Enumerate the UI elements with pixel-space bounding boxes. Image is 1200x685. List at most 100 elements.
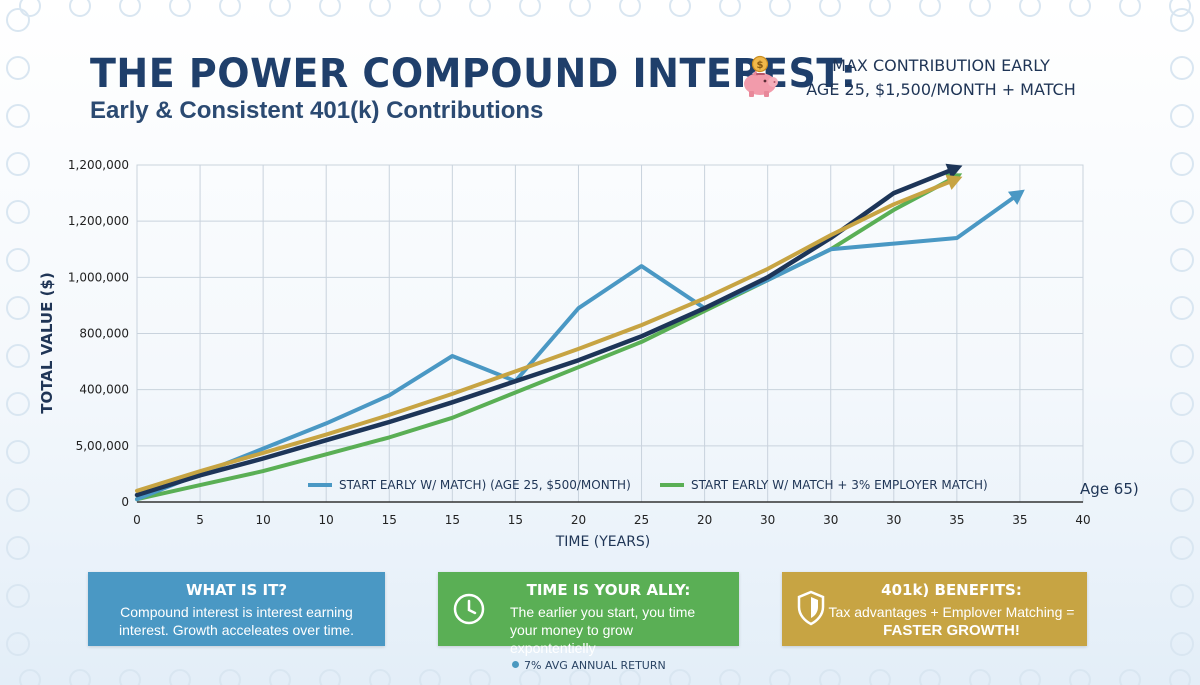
bg-dollar-coin (469, 669, 491, 685)
bg-dollar-coin (69, 669, 91, 685)
series-line-blue-arrowhead (1007, 189, 1025, 205)
x-tick-label: 30 (823, 513, 838, 527)
bg-dollar-coin (1169, 0, 1191, 17)
panel-benefits-body: Tax advantages + Emplover Matching = (828, 604, 1075, 620)
chart-grid (136, 164, 1084, 503)
x-tick-label: 30 (886, 513, 901, 527)
x-axis-label: TIME (YEARS) (555, 534, 651, 550)
bg-dollar-coin (669, 669, 691, 685)
panel-benefits-emphasis: FASTER GROWTH! (883, 622, 1020, 639)
x-tick-label: 5 (196, 513, 204, 527)
callout-line-2: AGE 25, $1,500/MONTH + MATCH (806, 80, 1076, 99)
bg-dollar-coin (519, 0, 541, 17)
series-line-gold-arrowhead (945, 174, 963, 190)
chart-series (134, 163, 1025, 502)
bg-dollar-coin (719, 669, 741, 685)
bg-dollar-coin (1119, 0, 1141, 17)
bg-dollar-coin (819, 0, 841, 17)
bg-dollar-coin (1170, 632, 1194, 656)
panel-what-is-it-body: Compound interest is interest earning in… (119, 604, 354, 638)
x-tick-label: 20 (571, 513, 586, 527)
bg-dollar-coin (169, 0, 191, 17)
y-axis-label: TOTAL VALUE ($) (38, 272, 56, 413)
series-line-blue (135, 191, 1022, 502)
page-subtitle: Early & Consistent 401(k) Contributions (90, 97, 544, 124)
bg-dollar-coin (119, 669, 141, 685)
bg-dollar-coin (19, 0, 41, 17)
bg-dollar-coin (219, 0, 241, 17)
y-tick-label: 1,200,000 (68, 158, 129, 172)
bg-dollar-coin (319, 669, 341, 685)
bg-dollar-coin (369, 669, 391, 685)
series-line-navy-arrowhead (945, 163, 963, 179)
max-contribution-callout: $ MAX CONTRIBUTION EARLY AGE 25, $1,500/… (738, 54, 1076, 105)
panel-what-is-it-title: WHAT IS IT? (185, 581, 288, 599)
bg-dollar-coin (1069, 669, 1091, 685)
clock-icon (453, 593, 485, 625)
bg-dollar-coin (6, 56, 30, 80)
bg-dollar-coin (369, 0, 391, 17)
legend-label-blue: START EARLY W/ MATCH) (AGE 25, $500/MONT… (339, 478, 631, 492)
bg-dollar-coin (869, 0, 891, 17)
chart-legend: START EARLY W/ MATCH) (AGE 25, $500/MONT… (308, 478, 988, 492)
x-tick-label: 35 (1012, 513, 1027, 527)
bg-dollar-coin (6, 296, 30, 320)
footnote: 7% AVG ANNUAL RETURN (512, 659, 666, 672)
x-tick-label: 35 (949, 513, 964, 527)
x-tick-label: 0 (133, 513, 141, 527)
bg-dollar-coin (1170, 296, 1194, 320)
bg-dollar-coin (6, 152, 30, 176)
bg-dollar-coin (619, 0, 641, 17)
bg-dollar-coin (669, 0, 691, 17)
x-tick-label: 20 (697, 513, 712, 527)
bg-dollar-coin (919, 669, 941, 685)
bg-dollar-coin (769, 0, 791, 17)
bg-dollar-coin (6, 440, 30, 464)
bg-dollar-coin (6, 200, 30, 224)
page-title: THE POWER COMPOUND INTEREST: (90, 50, 857, 97)
bg-dollar-coin (269, 669, 291, 685)
svg-text:$: $ (757, 60, 764, 71)
y-tick-label: 5,00,000 (76, 439, 129, 453)
bg-dollar-coin (269, 0, 291, 17)
panel-time-ally-body: The earlier you start, you time your mon… (510, 604, 696, 656)
bg-dollar-coin (469, 0, 491, 17)
bg-dollar-coin (919, 0, 941, 17)
bg-dollar-coin (6, 488, 30, 512)
bg-dollar-coin (769, 669, 791, 685)
bg-dollar-coin (119, 0, 141, 17)
series-line-navy (134, 165, 960, 498)
bg-dollar-coin (569, 0, 591, 17)
bg-dollar-coin (169, 669, 191, 685)
bg-dollar-coin (1170, 56, 1194, 80)
bg-dollar-coin (6, 584, 30, 608)
shield-icon (797, 590, 825, 626)
bg-dollar-coin (969, 0, 991, 17)
bg-dollar-coin (419, 669, 441, 685)
bg-dollar-coin (69, 0, 91, 17)
bg-dollar-coin (6, 392, 30, 416)
bg-dollar-coin (1170, 104, 1194, 128)
y-tick-label: 0 (121, 495, 129, 509)
x-tick-label: 10 (319, 513, 334, 527)
x-tick-label: 30 (760, 513, 775, 527)
bg-dollar-coin (6, 344, 30, 368)
compound-interest-chart: 0 5,00,000 400,000 800,000 1,000,000 1,200,00… (38, 158, 1139, 550)
bg-dollar-coin (619, 669, 641, 685)
bg-dollar-coin (1170, 8, 1194, 32)
callout-line-1: MAX CONTRIBUTION EARLY (832, 56, 1050, 75)
bg-dollar-coin (1170, 248, 1194, 272)
bg-dollar-coin (969, 669, 991, 685)
bg-dollar-coin (6, 632, 30, 656)
x-tick-label: 25 (634, 513, 649, 527)
piggy-bank-icon: $ (744, 55, 778, 97)
bg-dollar-coin (6, 248, 30, 272)
bg-dollar-coin (6, 8, 30, 32)
bg-dollar-coin (6, 536, 30, 560)
bg-dollar-coin (1019, 0, 1041, 17)
bg-dollar-coin (1170, 536, 1194, 560)
bg-dollar-coin (219, 669, 241, 685)
bg-dollar-coin (819, 669, 841, 685)
bg-dollar-coin (869, 669, 891, 685)
bg-dollar-coin (419, 0, 441, 17)
